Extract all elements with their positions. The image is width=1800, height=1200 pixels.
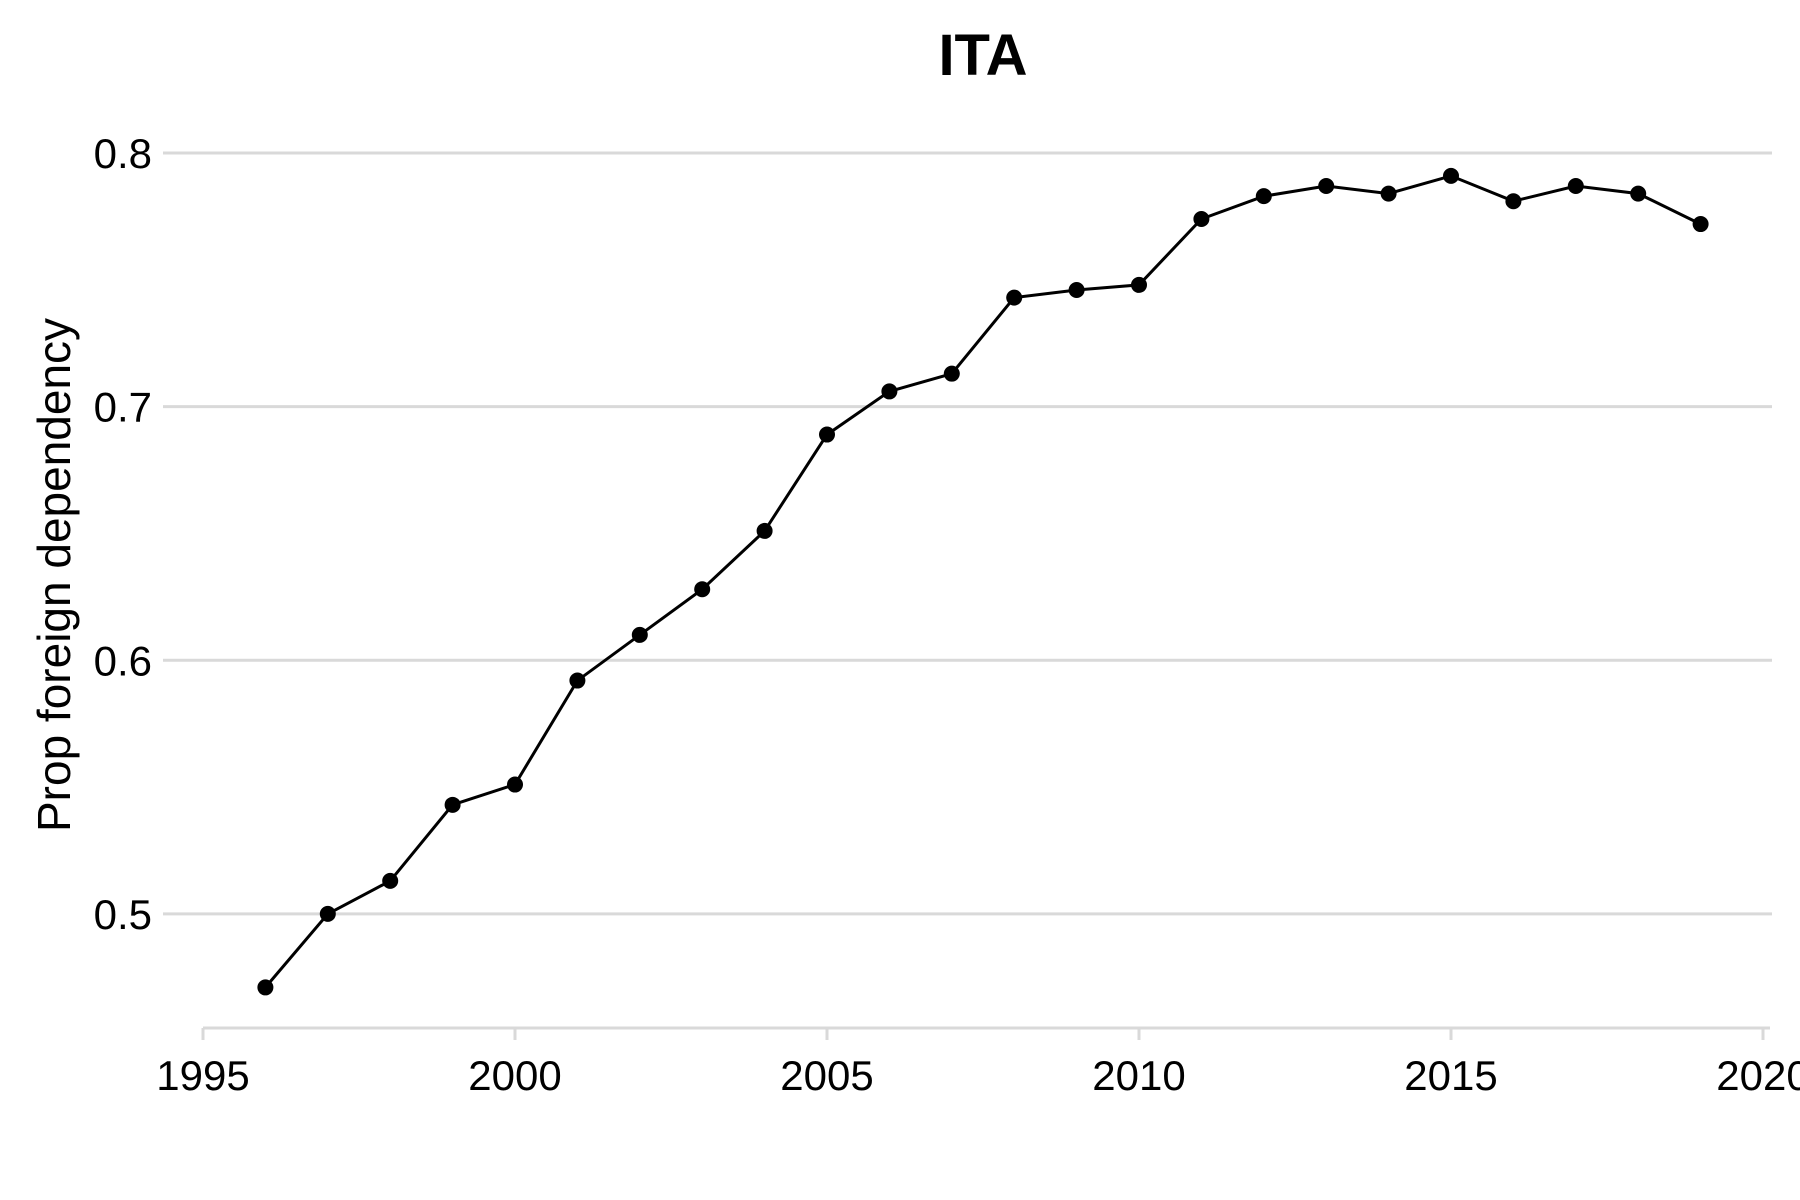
data-point-2002 bbox=[631, 626, 648, 643]
x-tick-label: 2010 bbox=[1092, 1052, 1185, 1099]
y-axis-ticks: 0.5 0.6 0.7 0.8 bbox=[94, 130, 152, 938]
data-point-2010 bbox=[1131, 276, 1147, 293]
x-tick-label: 2005 bbox=[780, 1052, 873, 1099]
data-point-2015 bbox=[1443, 167, 1459, 184]
y-tick-label: 0.6 bbox=[94, 637, 152, 684]
grid-lines bbox=[163, 151, 1772, 916]
data-point-2007 bbox=[943, 365, 960, 382]
data-point-1999 bbox=[444, 796, 461, 813]
data-point-2005 bbox=[819, 426, 835, 443]
data-point-2009 bbox=[1068, 281, 1085, 298]
data-point-2014 bbox=[1380, 185, 1397, 202]
x-tick-label: 2015 bbox=[1404, 1052, 1497, 1099]
y-axis-label: Prop foreign dependency bbox=[28, 318, 80, 832]
data-point-2013 bbox=[1318, 178, 1335, 195]
data-series bbox=[257, 167, 1709, 996]
x-tick-label: 2020 bbox=[1716, 1052, 1800, 1099]
data-point-2000 bbox=[507, 776, 523, 793]
series-line bbox=[264, 174, 1702, 989]
x-tick-label: 1995 bbox=[156, 1052, 249, 1099]
chart-title: ITA bbox=[938, 23, 1027, 88]
data-point-2016 bbox=[1505, 193, 1522, 210]
data-point-2012 bbox=[1255, 188, 1272, 205]
data-point-1996 bbox=[257, 979, 274, 996]
data-point-2003 bbox=[694, 581, 711, 598]
data-point-2006 bbox=[881, 383, 898, 400]
y-tick-label: 0.8 bbox=[94, 130, 152, 177]
data-point-2004 bbox=[756, 522, 773, 539]
data-point-2001 bbox=[569, 672, 586, 689]
x-axis: 1995 2000 2005 2010 2015 2020 bbox=[156, 1026, 1800, 1099]
y-tick-label: 0.7 bbox=[94, 384, 152, 431]
data-point-1997 bbox=[319, 905, 336, 922]
data-point-2011 bbox=[1193, 210, 1210, 227]
y-tick-label: 0.5 bbox=[94, 891, 152, 938]
data-point-2017 bbox=[1567, 178, 1584, 195]
x-tick-label: 2000 bbox=[468, 1052, 561, 1099]
data-point-2018 bbox=[1630, 185, 1647, 202]
data-point-1998 bbox=[382, 872, 399, 889]
data-point-2008 bbox=[1006, 289, 1023, 306]
data-point-2019 bbox=[1692, 216, 1709, 233]
